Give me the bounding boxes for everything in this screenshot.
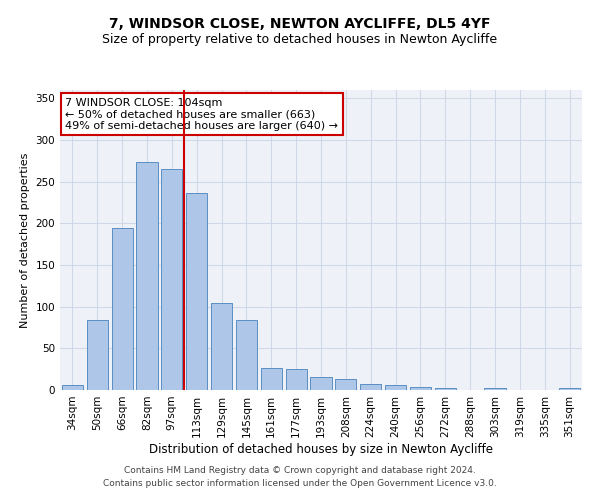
Bar (112, 228, 133, 390)
Bar (335, 379, 356, 390)
Bar (286, 369, 307, 390)
Bar (310, 376, 332, 390)
Bar (360, 384, 381, 390)
Bar (410, 386, 431, 390)
X-axis label: Distribution of detached houses by size in Newton Aycliffe: Distribution of detached houses by size … (149, 442, 493, 456)
Bar (559, 388, 580, 390)
Bar (186, 192, 207, 390)
Text: 7, WINDSOR CLOSE, NEWTON AYCLIFFE, DL5 4YF: 7, WINDSOR CLOSE, NEWTON AYCLIFFE, DL5 4… (109, 18, 491, 32)
Bar (211, 304, 232, 390)
Bar (136, 162, 158, 390)
Bar (236, 320, 257, 390)
Bar (435, 388, 456, 390)
Bar (261, 368, 282, 390)
Text: Contains HM Land Registry data © Crown copyright and database right 2024.
Contai: Contains HM Land Registry data © Crown c… (103, 466, 497, 487)
Bar (87, 320, 108, 390)
Y-axis label: Number of detached properties: Number of detached properties (20, 152, 30, 328)
Text: 7 WINDSOR CLOSE: 104sqm
← 50% of detached houses are smaller (663)
49% of semi-d: 7 WINDSOR CLOSE: 104sqm ← 50% of detache… (65, 98, 338, 130)
Bar (484, 388, 506, 390)
Bar (385, 385, 406, 390)
Bar (161, 169, 182, 390)
Text: Size of property relative to detached houses in Newton Aycliffe: Size of property relative to detached ho… (103, 32, 497, 46)
Bar (62, 385, 83, 390)
